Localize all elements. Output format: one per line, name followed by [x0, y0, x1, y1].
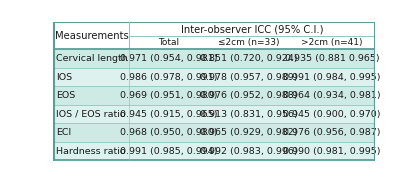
Text: ECI: ECI: [56, 128, 72, 137]
Text: Inter-observer ICC (95% C.I.): Inter-observer ICC (95% C.I.): [181, 24, 323, 34]
Text: 0.991 (0.985, 0.994): 0.991 (0.985, 0.994): [120, 147, 217, 156]
Text: Total: Total: [158, 38, 179, 47]
Bar: [54, 22, 374, 49]
Bar: [54, 68, 374, 86]
Text: 0.992 (0.983, 0.996): 0.992 (0.983, 0.996): [200, 147, 297, 156]
Text: 0.965 (0.929, 0.982): 0.965 (0.929, 0.982): [200, 128, 297, 137]
Text: 0.991 (0.984, 0.995): 0.991 (0.984, 0.995): [284, 73, 381, 82]
Text: ≤2cm (n=33): ≤2cm (n=33): [218, 38, 279, 47]
Text: 0.945 (0.900, 0.970): 0.945 (0.900, 0.970): [284, 110, 381, 119]
Text: 0.976 (0.952, 0.988): 0.976 (0.952, 0.988): [200, 91, 297, 100]
Text: 0.945 (0.915, 0.965): 0.945 (0.915, 0.965): [120, 110, 217, 119]
Bar: [54, 49, 374, 68]
Bar: [54, 123, 374, 142]
Text: 0.935 (0.881 0.965): 0.935 (0.881 0.965): [285, 54, 379, 63]
Text: 0.968 (0.950, 0.980): 0.968 (0.950, 0.980): [120, 128, 217, 137]
Bar: [54, 142, 374, 160]
Text: IOS / EOS ratio: IOS / EOS ratio: [56, 110, 126, 119]
Text: 0.913 (0.831, 0.956): 0.913 (0.831, 0.956): [200, 110, 298, 119]
Text: 0.986 (0.978, 0.991): 0.986 (0.978, 0.991): [120, 73, 217, 82]
Text: IOS: IOS: [56, 73, 73, 82]
Text: Measurements: Measurements: [55, 31, 128, 41]
Text: >2cm (n=41): >2cm (n=41): [301, 38, 363, 47]
Bar: [54, 86, 374, 105]
Text: 0.969 (0.951, 0.980): 0.969 (0.951, 0.980): [120, 91, 217, 100]
Text: Cervical length: Cervical length: [56, 54, 128, 63]
Text: 0.964 (0.934, 0.981): 0.964 (0.934, 0.981): [283, 91, 381, 100]
Text: 0.851 (0.720, 0.924): 0.851 (0.720, 0.924): [200, 54, 297, 63]
Text: 0.971 (0.954, 0.981): 0.971 (0.954, 0.981): [120, 54, 217, 63]
Text: EOS: EOS: [56, 91, 75, 100]
Text: 0.990 (0.981, 0.995): 0.990 (0.981, 0.995): [284, 147, 381, 156]
Text: Hardness ratio: Hardness ratio: [56, 147, 126, 156]
Text: 0.978 (0.957, 0.989): 0.978 (0.957, 0.989): [200, 73, 297, 82]
Text: 0.976 (0.956, 0.987): 0.976 (0.956, 0.987): [284, 128, 381, 137]
Bar: [54, 105, 374, 123]
